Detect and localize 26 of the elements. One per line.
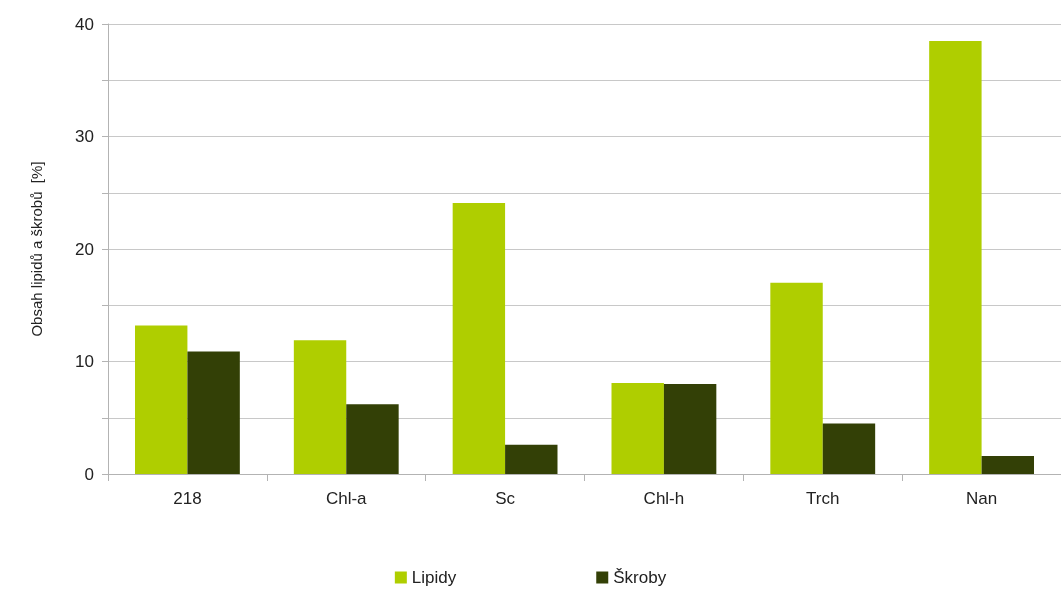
y-tick-label: 30 [75,127,94,146]
x-tick-label: Sc [495,489,516,508]
x-tick-label: Nan [965,489,998,508]
bar [452,202,506,474]
bar [505,444,558,474]
legend-label: Škroby [613,568,667,587]
legend-label: Lipidy [411,568,457,587]
bar [187,351,240,474]
bar [293,340,347,474]
bar [135,325,188,474]
bar [822,423,876,474]
bar [346,404,399,474]
bar [663,384,717,474]
x-tick-label: Chl-h [643,489,685,508]
x-tick-label: Trch [806,489,840,508]
y-tick-label: 0 [84,464,94,484]
bar [611,382,664,474]
y-tick-label: 20 [75,239,94,259]
bar [770,282,823,474]
y-axis-title: Obsah lipidů a škrobů [%] [28,161,45,337]
y-tick-label: 40 [75,14,94,34]
y-tick-label: 10 [75,352,94,371]
bar [929,40,982,474]
x-tick-label: Chl-a [325,489,368,508]
bar [981,456,1034,474]
x-tick-label: 218 [173,489,202,508]
